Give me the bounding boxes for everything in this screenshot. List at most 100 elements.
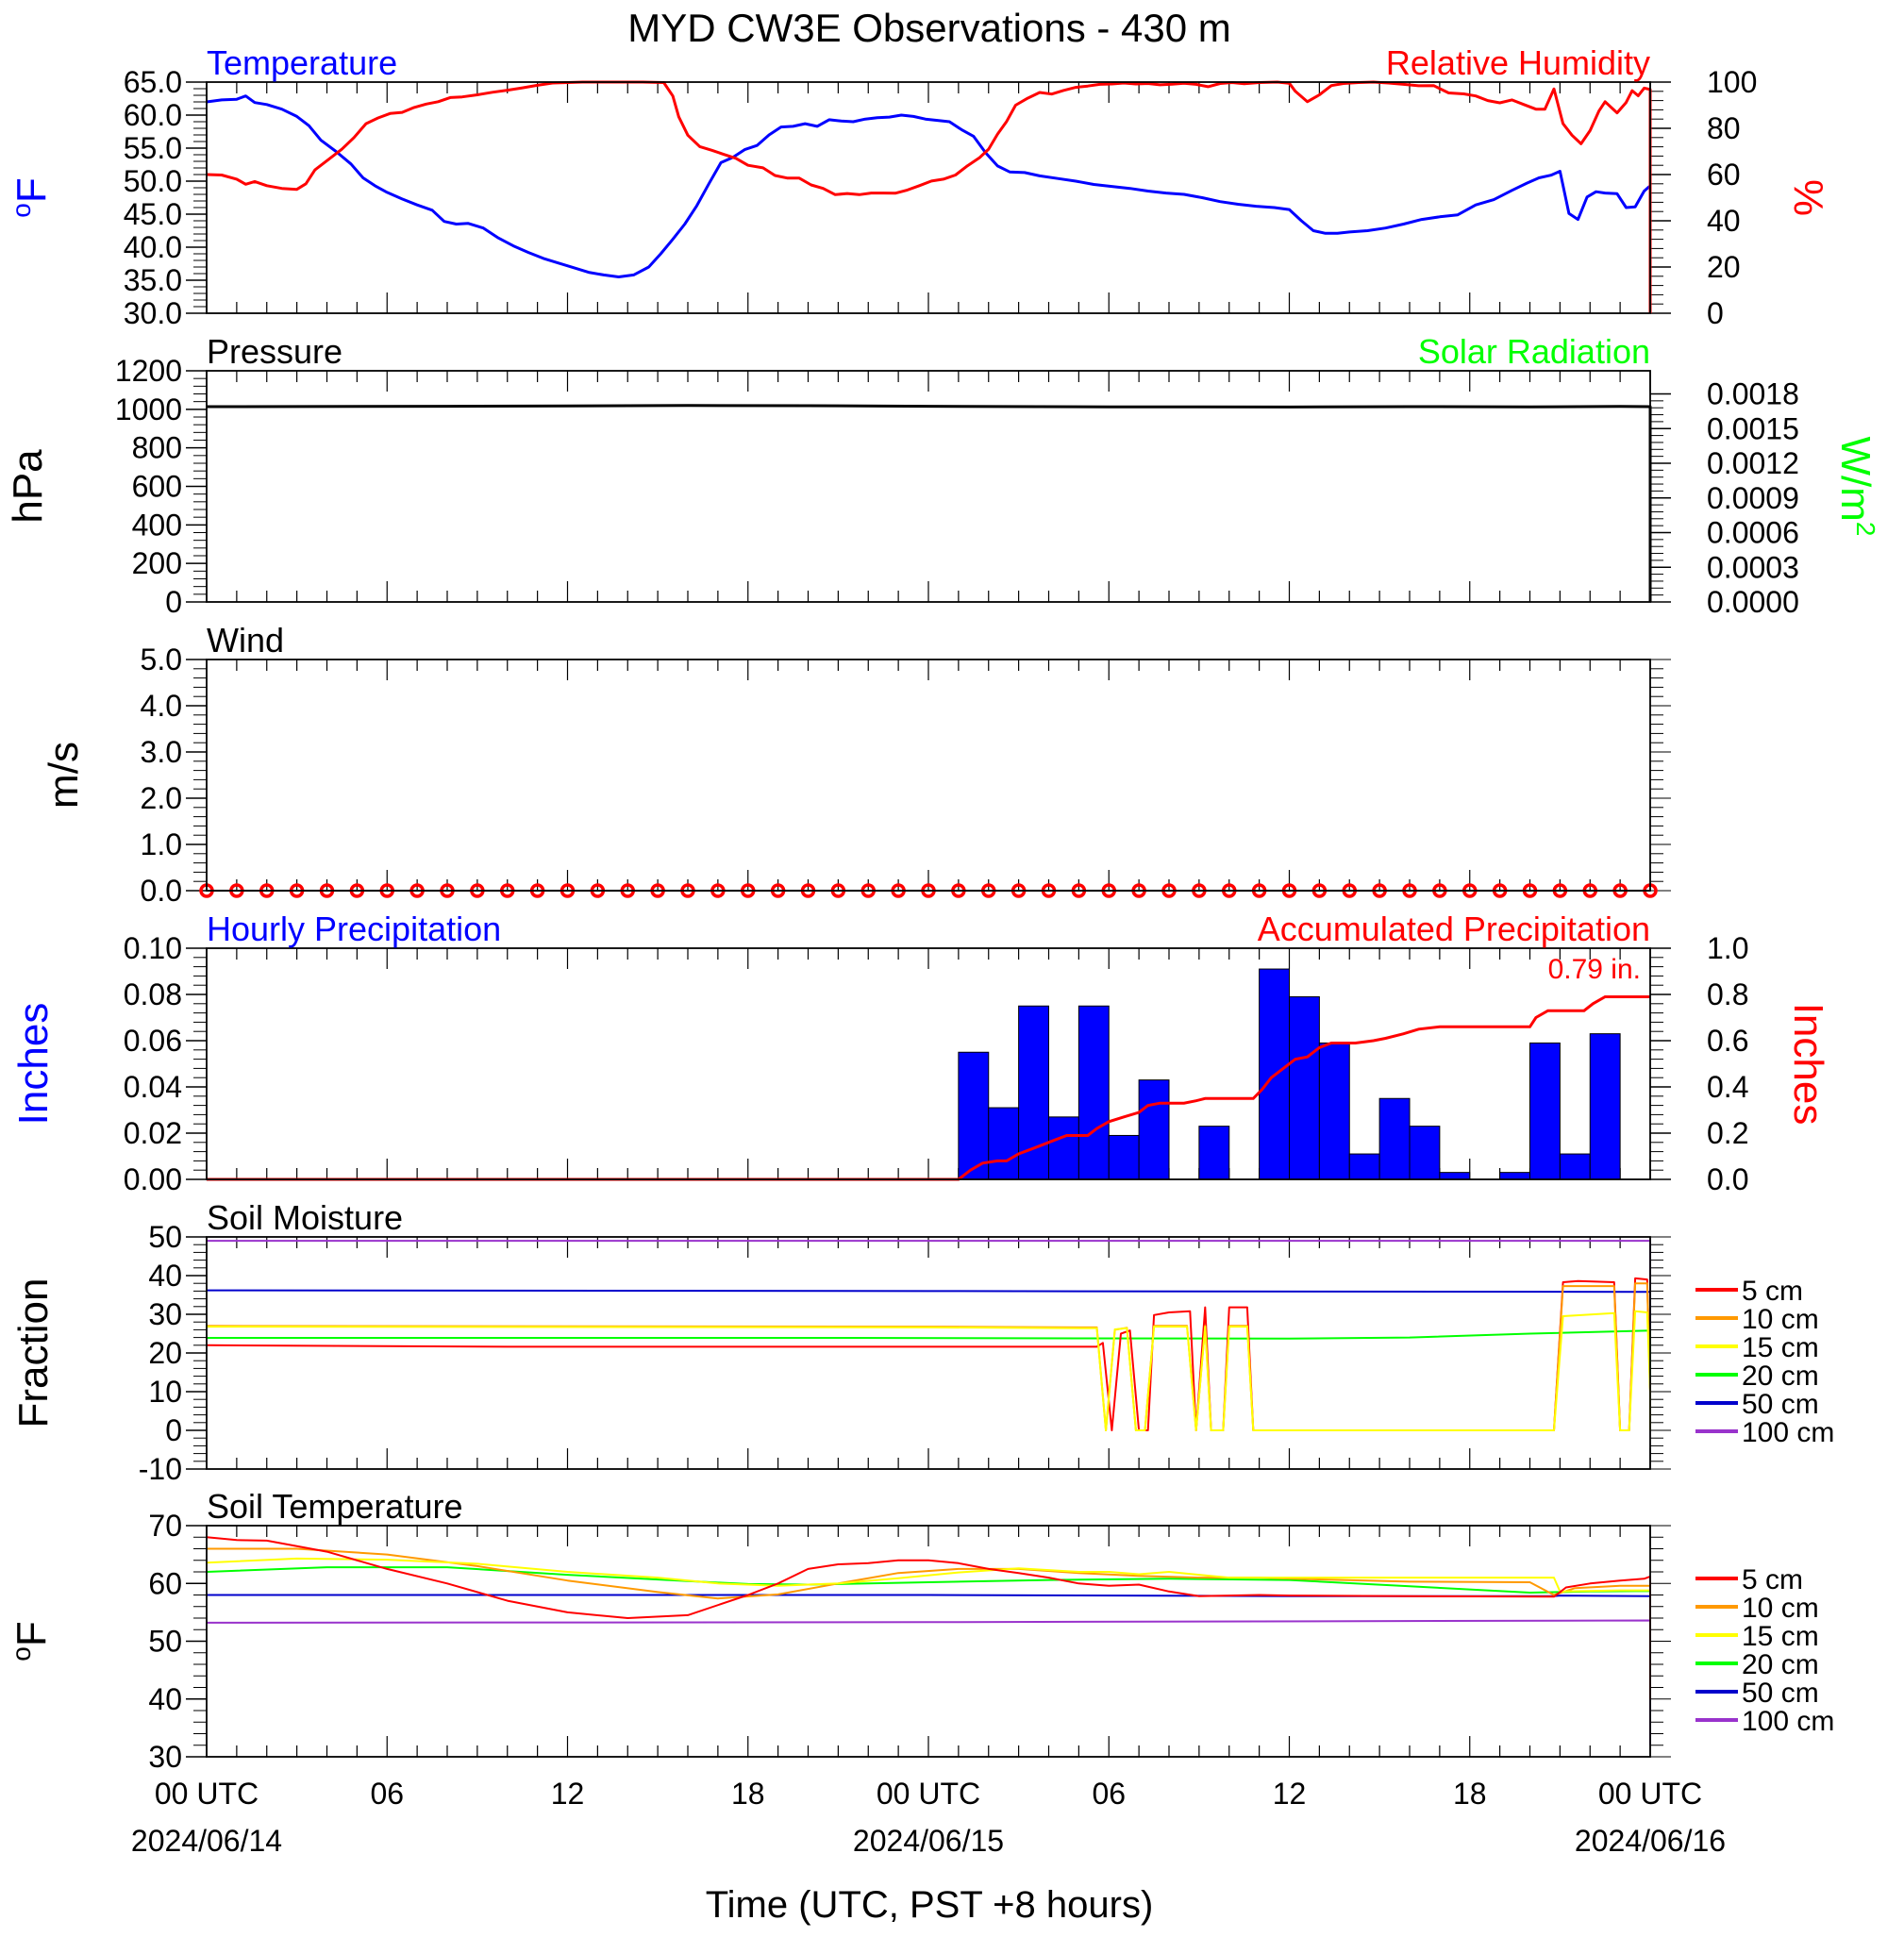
- legend-label: 50 cm: [1742, 1389, 1819, 1420]
- y-tick-label: 65.0: [124, 65, 182, 99]
- precip-bar: [988, 1107, 1020, 1180]
- y2-tick-label: 0.0003: [1707, 550, 1799, 584]
- y-tick-label: -10: [139, 1452, 182, 1486]
- x-tick-label: 06: [1092, 1777, 1126, 1811]
- y-tick-label: 50.0: [124, 164, 182, 198]
- y-tick-label: 0.02: [124, 1116, 182, 1150]
- y-tick-label: 400: [132, 508, 182, 542]
- panel-frame: [206, 1236, 1651, 1470]
- panel-title-left: Temperature: [207, 43, 397, 82]
- x-tick-label: 00 UTC: [1598, 1777, 1702, 1811]
- series-line-10 cm: [206, 1282, 1651, 1431]
- y2-tick-label: 0.8: [1707, 977, 1748, 1011]
- y2-axis-label: W/m2: [1832, 437, 1880, 537]
- legend-label: 5 cm: [1742, 1564, 1803, 1595]
- series-line-100 cm: [206, 1619, 1651, 1745]
- precip-bar: [1289, 995, 1320, 1180]
- panel-precip: 0.00 0.02 0.04 0.06 0.08 0.10 0.0 0.2 0.4 0.6 0.8 1…: [10, 910, 1831, 1196]
- legend-label: 15 cm: [1742, 1332, 1819, 1363]
- y2-tick-label: 0.4: [1707, 1070, 1748, 1104]
- y-tick-label: 70: [148, 1509, 182, 1543]
- panel-title-right: Relative Humidity: [1386, 43, 1650, 82]
- y-tick-label: 45.0: [124, 197, 182, 231]
- precip-bar: [1198, 1126, 1230, 1180]
- y-tick-label: 4.0: [141, 689, 182, 723]
- precip-bar: [1318, 1042, 1350, 1180]
- chart-title: MYD CW3E Observations - 430 m: [627, 6, 1231, 50]
- precip-bar: [1439, 1172, 1471, 1180]
- panel-frame: [206, 947, 1651, 1180]
- y2-tick-label: 0: [1707, 296, 1724, 330]
- legend-label: 10 cm: [1742, 1593, 1819, 1624]
- y-tick-label: 800: [132, 431, 182, 465]
- y2-tick-label: 0.0009: [1707, 481, 1799, 515]
- precip-bar: [1589, 1033, 1621, 1180]
- series-line-50 cm: [207, 1594, 1651, 1699]
- panel-frame: [206, 81, 1651, 314]
- series-line-black: [206, 404, 1652, 602]
- y-tick-label: 40: [148, 1259, 182, 1293]
- y-tick-label: 55.0: [124, 131, 182, 165]
- y2-tick-label: 0.0: [1707, 1162, 1748, 1196]
- y-tick-label: 50: [148, 1625, 182, 1659]
- x-axis-label: Time (UTC, PST +8 hours): [706, 1884, 1154, 1926]
- y-tick-label: 30: [148, 1740, 182, 1774]
- y2-tick-label: 0.0012: [1707, 446, 1799, 480]
- y2-tick-label: 1.0: [1707, 931, 1748, 965]
- y-tick-label: 600: [132, 470, 182, 504]
- y-tick-label: 0.06: [124, 1024, 182, 1058]
- y-tick-label: 200: [132, 546, 182, 580]
- x-tick-label: 18: [731, 1777, 765, 1811]
- y-tick-label: 1200: [115, 354, 182, 388]
- y2-axis-label: Inches: [1785, 1003, 1831, 1126]
- y-tick-label: 40: [148, 1682, 182, 1716]
- precip-bar: [958, 1051, 990, 1180]
- y2-tick-label: 0.0000: [1707, 585, 1799, 619]
- panels: 30.035.040.045.050.055.060.065.0 0 20 40 60 8…: [5, 43, 1880, 1774]
- panel-frame: [206, 370, 1651, 603]
- y2-tick-label: 0.2: [1707, 1116, 1748, 1150]
- accum-precip-line: [207, 995, 1650, 1181]
- x-axis: 00 UTC 2024/06/14 06 12 18 00 UTC 2024/06/15 06…: [131, 1777, 1726, 1858]
- series-line-15 cm: [206, 1310, 1651, 1431]
- x-tick-label: 00 UTC: [155, 1777, 259, 1811]
- y2-tick-label: 20: [1707, 250, 1741, 284]
- x-tick-label: 12: [551, 1777, 585, 1811]
- precip-bar: [1108, 1134, 1140, 1180]
- y-tick-label: 0.08: [124, 977, 182, 1011]
- x-tick-label: 00 UTC: [877, 1777, 980, 1811]
- y-axis-label: Fraction: [10, 1278, 57, 1428]
- y2-tick-label: 60: [1707, 158, 1741, 192]
- x-tick-date: 2024/06/14: [131, 1824, 282, 1858]
- y-tick-label: 0: [165, 1413, 182, 1447]
- panel-pressure: 0200400600800100012000.00000.00030.00060…: [5, 332, 1880, 619]
- series-line-100 cm: [207, 1240, 1651, 1430]
- panel-title-left: Soil Moisture: [207, 1198, 403, 1237]
- precip-bar: [1409, 1126, 1441, 1180]
- series-line-20 cm: [206, 1566, 1651, 1699]
- series-line-blue: [206, 94, 1652, 278]
- y-tick-label: 3.0: [141, 735, 182, 769]
- panel-title-left: Hourly Precipitation: [207, 910, 501, 948]
- y2-tick-label: 100: [1707, 65, 1757, 99]
- y-tick-label: 20: [148, 1336, 182, 1370]
- series-line-5 cm: [206, 1277, 1651, 1431]
- precip-bar: [1077, 1005, 1110, 1180]
- y2-tick-label: 0.0015: [1707, 411, 1799, 445]
- panel-temp_rh: 30.035.040.045.050.055.060.065.0 0 20 40 60 8…: [7, 43, 1831, 330]
- legend-label: 10 cm: [1742, 1304, 1819, 1335]
- precip-bar: [1499, 1172, 1530, 1180]
- y-tick-label: 2.0: [141, 781, 182, 815]
- y-axis-label: m/s: [41, 742, 87, 809]
- legend-label: 100 cm: [1742, 1417, 1834, 1448]
- precip-bar: [1138, 1079, 1170, 1180]
- y-tick-label: 30.0: [124, 296, 182, 330]
- legend-label: 100 cm: [1742, 1706, 1834, 1737]
- legend-label: 15 cm: [1742, 1621, 1819, 1652]
- y-tick-label: 60: [148, 1566, 182, 1600]
- panel-title-left: Soil Temperature: [207, 1487, 462, 1526]
- legend-label: 5 cm: [1742, 1276, 1803, 1307]
- y2-tick-label: 0.0006: [1707, 516, 1799, 550]
- series-line-10 cm: [207, 1547, 1651, 1699]
